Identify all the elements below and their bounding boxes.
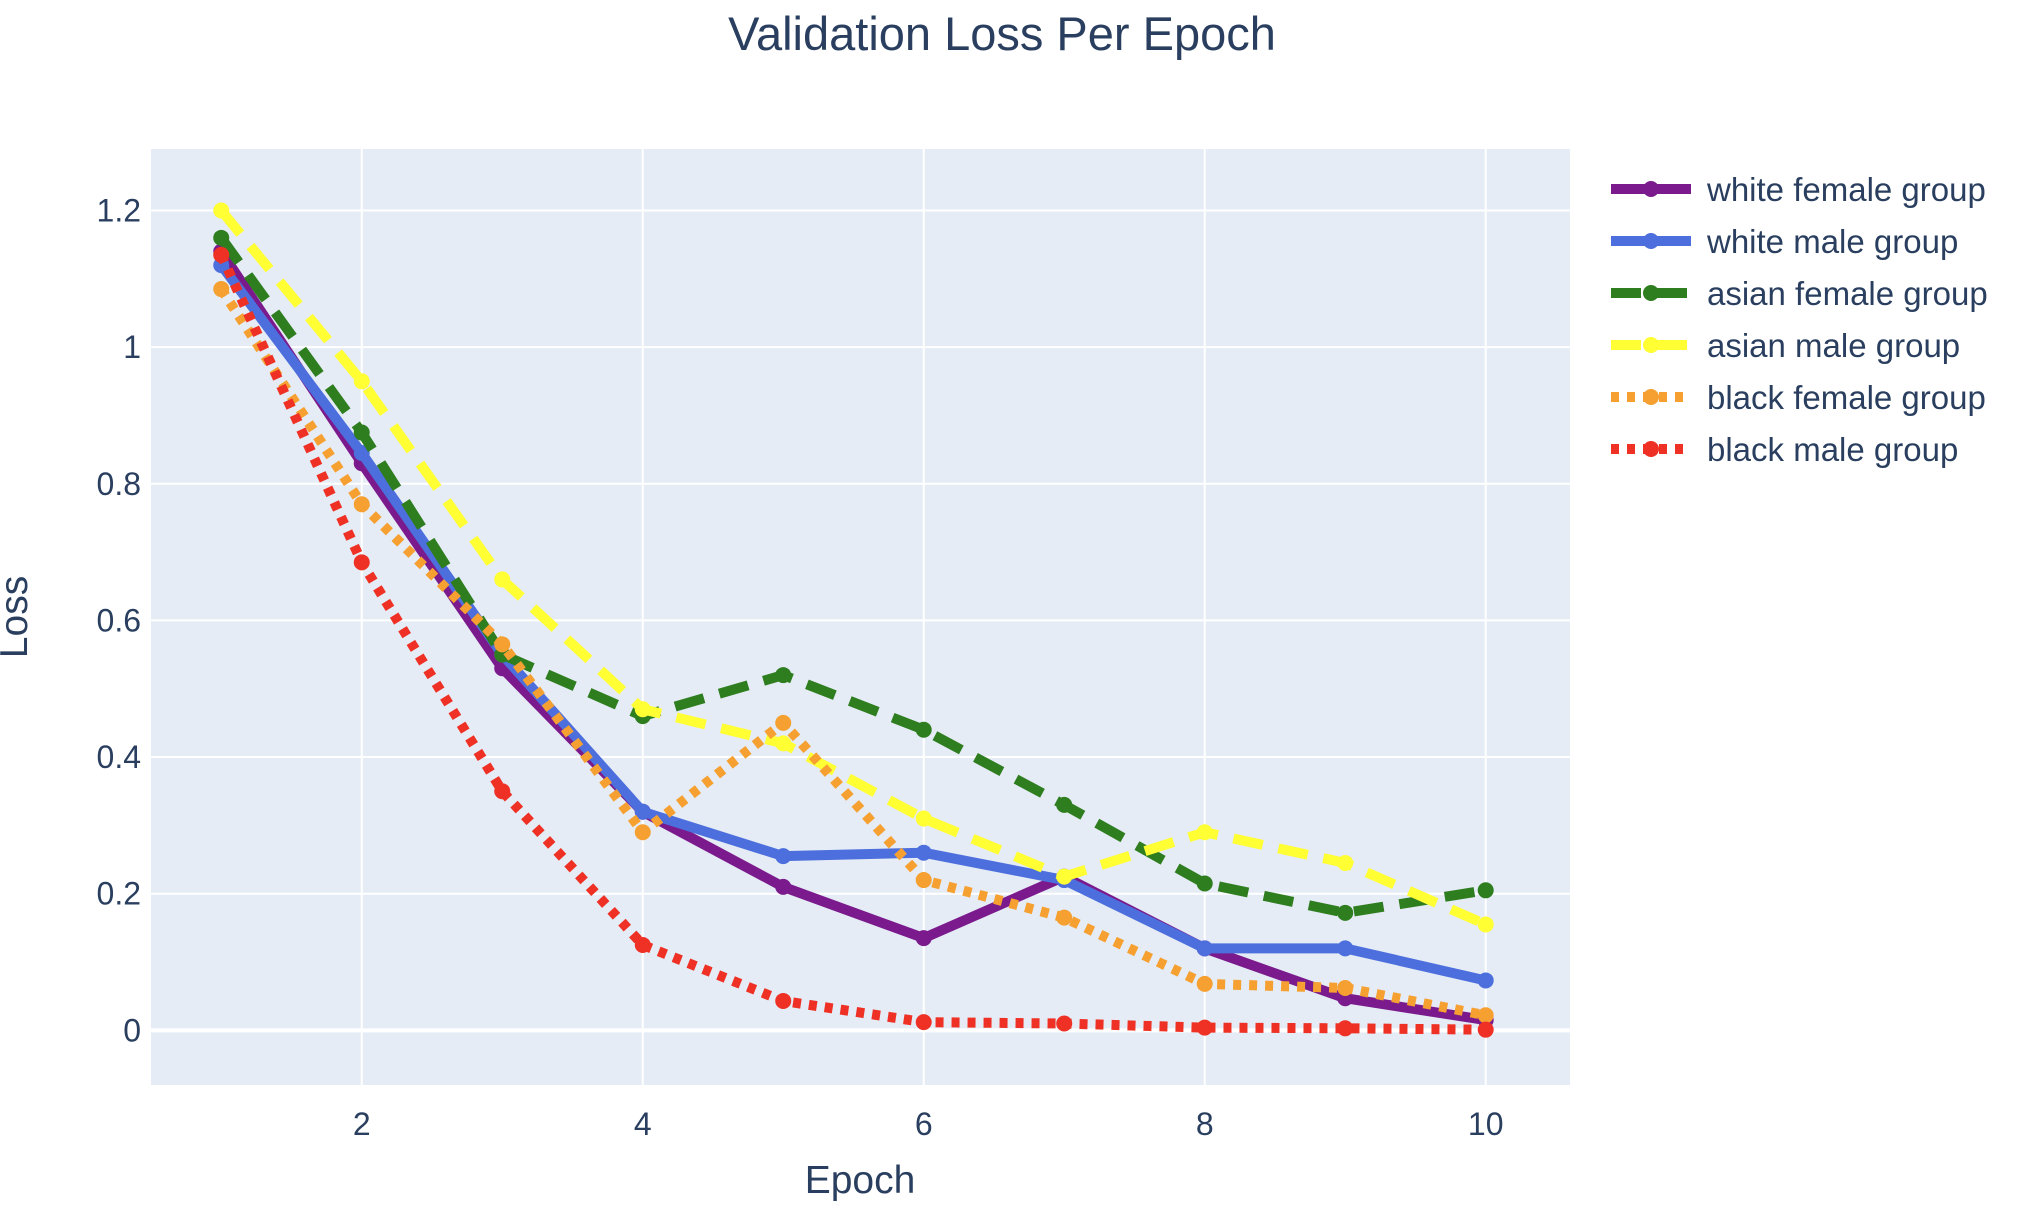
data-point-asian-female-group — [213, 229, 230, 246]
data-point-black-male-group — [775, 992, 792, 1009]
data-point-white-male-group — [915, 844, 932, 861]
data-point-white-male-group — [1337, 940, 1354, 957]
y-tick-label: 0.6 — [97, 602, 141, 638]
data-point-black-male-group — [213, 246, 230, 263]
data-point-white-male-group — [775, 848, 792, 865]
series-asian-male-group — [213, 202, 1494, 933]
data-point-black-male-group — [1477, 1021, 1494, 1038]
data-point-asian-male-group — [1056, 868, 1073, 885]
series-asian-female-group — [213, 229, 1494, 921]
data-point-black-male-group — [1337, 1020, 1354, 1037]
data-point-black-female-group — [634, 824, 651, 841]
x-tick-label: 10 — [1468, 1106, 1504, 1142]
y-tick-label: 1 — [123, 329, 141, 365]
data-point-black-male-group — [634, 936, 651, 953]
legend-label: white female group — [1706, 171, 1986, 208]
data-point-asian-male-group — [1477, 916, 1494, 933]
x-axis-ticks: 2 4 6 8 10 — [353, 1106, 1504, 1142]
data-point-asian-female-group — [1056, 796, 1073, 813]
data-point-black-male-group — [353, 554, 370, 571]
data-point-asian-female-group — [1196, 875, 1213, 892]
y-tick-label: 0.8 — [97, 466, 141, 502]
data-point-black-female-group — [775, 714, 792, 731]
y-axis-title: Loss — [0, 576, 36, 658]
series-line-white-male-group — [217, 262, 1487, 986]
legend-item-white-male-group[interactable]: white male group — [1611, 223, 1958, 260]
grid — [151, 149, 1570, 1085]
series-line-black-female-group — [217, 286, 1487, 1021]
plot-area — [151, 149, 1570, 1085]
y-tick-label: 0.2 — [97, 876, 141, 912]
legend-swatch-marker — [1643, 285, 1659, 301]
series-line-white-female-group — [217, 248, 1487, 1026]
data-point-asian-male-group — [634, 701, 651, 718]
data-point-black-female-group — [353, 496, 370, 513]
data-point-asian-female-group — [775, 667, 792, 684]
series-line-black-male-group — [216, 252, 1486, 1035]
x-tick-label: 6 — [915, 1106, 933, 1142]
data-point-white-male-group — [1196, 940, 1213, 957]
data-point-black-female-group — [494, 636, 511, 653]
x-axis-title: Epoch — [805, 1159, 916, 1202]
y-tick-label: 0.4 — [97, 739, 141, 775]
data-point-asian-female-group — [353, 424, 370, 441]
chart-title: Validation Loss Per Epoch — [728, 7, 1276, 60]
legend-label: white male group — [1706, 223, 1958, 260]
data-point-black-female-group — [1056, 909, 1073, 926]
x-tick-label: 8 — [1196, 1106, 1214, 1142]
data-point-white-male-group — [634, 803, 651, 820]
data-point-asian-male-group — [915, 810, 932, 827]
data-point-asian-male-group — [1337, 854, 1354, 871]
data-point-black-male-group — [494, 783, 511, 800]
data-point-asian-male-group — [353, 373, 370, 390]
data-point-black-female-group — [1477, 1007, 1494, 1024]
legend-label: asian male group — [1707, 327, 1960, 364]
data-point-asian-female-group — [915, 721, 932, 738]
data-point-black-female-group — [213, 281, 230, 298]
series-layer — [213, 202, 1494, 1038]
legend-label: asian female group — [1707, 275, 1988, 312]
data-point-white-male-group — [353, 445, 370, 462]
legend-swatch-marker — [1643, 389, 1659, 405]
series-line-asian-female-group — [217, 234, 1487, 918]
legend-item-asian-male-group[interactable]: asian male group — [1611, 327, 1960, 364]
legend-item-black-female-group[interactable]: black female group — [1611, 379, 1986, 416]
series-line-asian-male-group — [217, 207, 1488, 930]
data-point-asian-male-group — [213, 202, 230, 219]
data-point-white-female-group — [915, 930, 932, 947]
legend[interactable]: white female group white male group asian … — [1611, 171, 1988, 468]
legend-label: black female group — [1707, 379, 1986, 416]
legend-item-asian-female-group[interactable]: asian female group — [1611, 275, 1988, 312]
x-tick-label: 2 — [353, 1106, 371, 1142]
data-point-asian-male-group — [494, 571, 511, 588]
data-point-asian-male-group — [775, 735, 792, 752]
data-point-white-male-group — [1477, 972, 1494, 989]
legend-swatch-marker — [1643, 181, 1659, 197]
legend-label: black male group — [1707, 431, 1958, 468]
data-point-black-male-group — [1056, 1015, 1073, 1032]
legend-swatch-marker — [1643, 441, 1659, 457]
data-point-black-female-group — [1337, 979, 1354, 996]
y-tick-label: 0 — [123, 1012, 141, 1048]
data-point-black-male-group — [1196, 1019, 1213, 1036]
data-point-white-female-group — [775, 878, 792, 895]
data-point-black-female-group — [915, 872, 932, 889]
data-point-asian-female-group — [1337, 904, 1354, 921]
data-point-asian-male-group — [1196, 824, 1213, 841]
legend-swatch-marker — [1643, 337, 1659, 353]
legend-item-black-male-group[interactable]: black male group — [1611, 431, 1958, 468]
data-point-black-male-group — [915, 1014, 932, 1031]
x-tick-label: 4 — [634, 1106, 652, 1142]
legend-swatch-marker — [1643, 233, 1659, 249]
y-axis-ticks: 0 0.2 0.4 0.6 0.8 1 1.2 — [97, 192, 141, 1048]
data-point-black-female-group — [1196, 975, 1213, 992]
series-black-male-group — [213, 246, 1494, 1038]
y-tick-label: 1.2 — [97, 192, 141, 228]
series-black-female-group — [213, 281, 1494, 1024]
data-point-asian-female-group — [1477, 882, 1494, 899]
legend-item-white-female-group[interactable]: white female group — [1611, 171, 1986, 208]
